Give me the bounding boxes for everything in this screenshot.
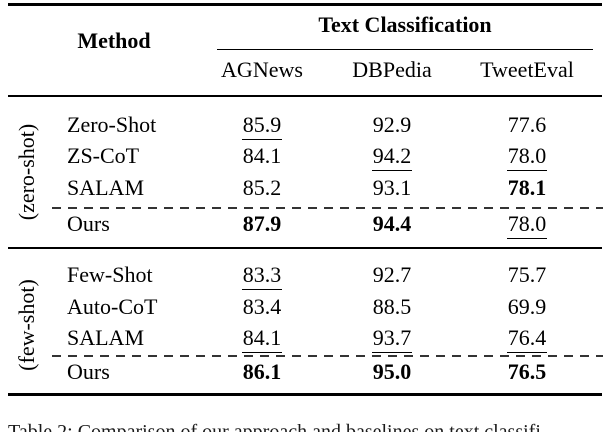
cell-value: 88.5 (372, 294, 412, 319)
method-name: SALAM (67, 175, 145, 200)
cell-value: 69.9 (507, 294, 547, 319)
cell-value: 77.6 (507, 112, 547, 137)
cell-value: 94.2 (371, 143, 413, 171)
bottom-rule (8, 393, 602, 396)
cell-value: 85.9 (241, 112, 283, 140)
dashed-separator-few-shot (52, 355, 603, 357)
group-separator-rule (8, 247, 602, 250)
cell-value: 84.1 (242, 143, 282, 168)
cell-value: 86.1 (242, 359, 282, 384)
cell-value: 85.2 (242, 175, 282, 200)
column-header-row: AGNews DBPedia TweetEval (0, 55, 608, 85)
cell-value: 75.7 (507, 262, 547, 287)
table-row-ours: Ours 87.9 94.4 78.0 (0, 209, 608, 239)
group-column-header: Text Classification (318, 12, 492, 37)
cell-value: 76.4 (506, 325, 548, 353)
column-header-dbpedia: DBPedia (352, 57, 432, 82)
table-row: SALAM 84.1 93.7 76.4 (0, 323, 608, 353)
method-name: ZS-CoT (67, 143, 140, 168)
cell-value: 84.1 (241, 325, 283, 353)
column-header-tweeteval: TweetEval (480, 57, 574, 82)
cell-value: 83.3 (241, 262, 283, 290)
cell-value: 92.7 (372, 262, 412, 287)
table-row: SALAM 85.2 93.1 78.1 (0, 173, 608, 203)
method-name: SALAM (67, 325, 145, 350)
cell-value: 78.0 (506, 211, 548, 239)
cell-value: 92.9 (372, 112, 412, 137)
cell-value: 94.4 (372, 211, 412, 236)
dashed-separator-zero-shot (52, 207, 603, 209)
header-separator-rule (8, 95, 602, 98)
cell-value: 78.0 (506, 143, 548, 171)
method-name: Ours (67, 211, 110, 236)
table-row-ours: Ours 86.1 95.0 76.5 (0, 357, 608, 387)
cell-value: 83.4 (242, 294, 282, 319)
method-name: Few-Shot (67, 262, 153, 287)
cell-value: 95.0 (372, 359, 412, 384)
cell-value: 76.5 (507, 359, 547, 384)
method-column-header: Method (77, 28, 151, 53)
method-name: Zero-Shot (67, 112, 157, 137)
table-row: Auto-CoT 83.4 88.5 69.9 (0, 292, 608, 322)
table-row: Zero-Shot 85.9 92.9 77.6 (0, 110, 608, 140)
table-row: ZS-CoT 84.1 94.2 78.0 (0, 141, 608, 171)
cell-value: 87.9 (242, 211, 282, 236)
table-caption-clipped: Table 2: Comparison of our approach and … (8, 421, 548, 432)
cell-value: 93.7 (371, 325, 413, 353)
column-header-agnews: AGNews (221, 57, 303, 82)
column-group-rule (217, 49, 593, 51)
cell-value: 93.1 (372, 175, 412, 200)
table-row: Few-Shot 83.3 92.7 75.7 (0, 260, 608, 290)
top-rule (8, 3, 602, 6)
cell-value: 78.1 (507, 175, 547, 200)
method-name: Ours (67, 359, 110, 384)
method-name: Auto-CoT (67, 294, 158, 319)
